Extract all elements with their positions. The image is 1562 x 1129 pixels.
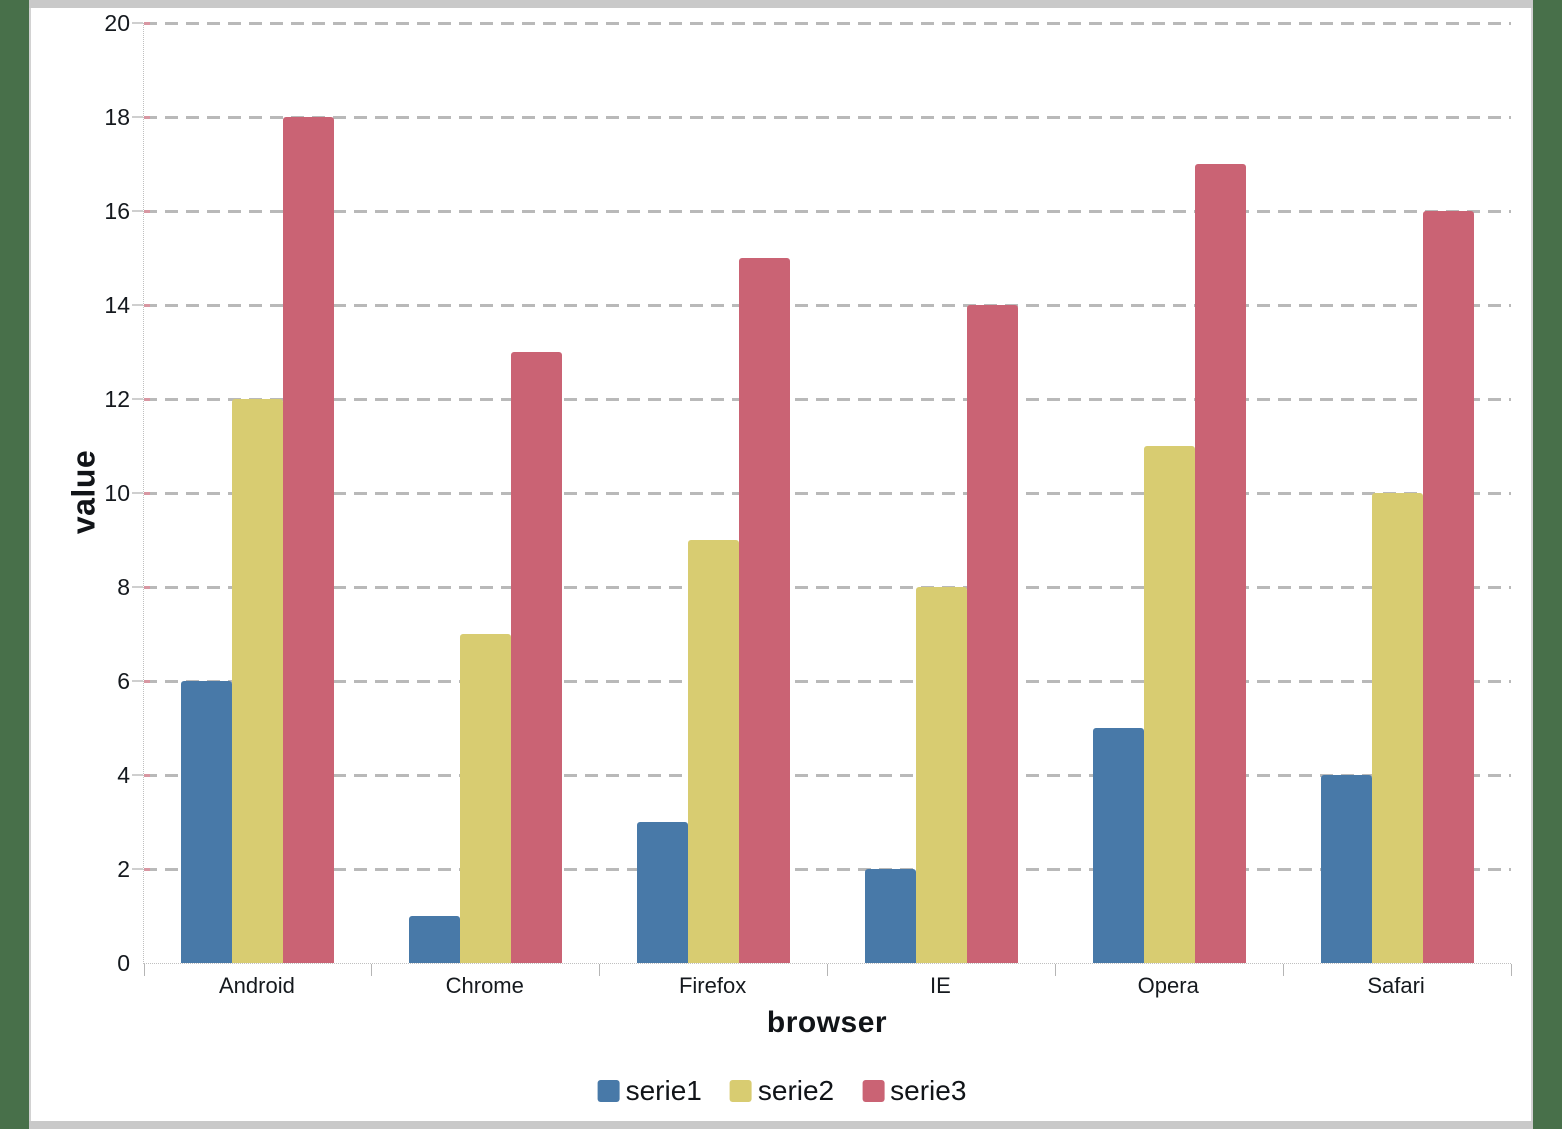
gridline-y18 [132, 115, 1511, 119]
bar-serie2-opera [1143, 446, 1195, 963]
category-label-android: Android [218, 973, 295, 998]
x-axis-tick [1282, 964, 1284, 976]
bar-serie1-chrome [409, 916, 461, 963]
y-tick-label-2: 2 [117, 856, 130, 882]
y-axis-title: value [65, 449, 102, 535]
bar-serie3-android [283, 117, 335, 963]
category-label-firefox: Firefox [678, 973, 747, 998]
category-label-safari: Safari [1367, 973, 1425, 998]
gridline-y4 [132, 773, 1511, 777]
y-tick-label-6: 6 [117, 668, 130, 694]
left-frame-strip [0, 0, 31, 1129]
legend: serie1 serie2 serie3 [597, 1075, 966, 1106]
bar-serie2-safari [1371, 493, 1423, 963]
y-tick-label-12: 12 [104, 386, 130, 412]
y-tick-label-0: 0 [117, 950, 130, 976]
bar-serie1-ie [864, 869, 916, 963]
gridline-y20 [132, 21, 1511, 25]
legend-swatch-icon [729, 1080, 752, 1102]
bar-serie2-firefox [688, 540, 740, 963]
gridline-y2 [132, 867, 1511, 871]
legend-swatch-icon [597, 1080, 620, 1102]
y-tick-label-10: 10 [104, 480, 130, 506]
legend-item-serie2: serie2 [729, 1075, 835, 1106]
x-axis-tick [827, 964, 828, 976]
bar-serie2-chrome [460, 634, 512, 963]
x-axis-tick [143, 964, 145, 976]
gridline-y12 [132, 397, 1511, 401]
bar-serie3-opera [1194, 164, 1246, 963]
y-tick-label-14: 14 [104, 292, 130, 318]
gridline-y8 [132, 585, 1511, 589]
x-axis-title: browser [766, 1006, 888, 1039]
legend-label: serie2 [757, 1075, 835, 1106]
y-tick-label-18: 18 [104, 104, 130, 130]
bar-serie1-safari [1320, 775, 1372, 963]
bar-serie2-android [232, 399, 284, 963]
right-frame-strip [1531, 0, 1562, 1129]
x-axis-tick [599, 964, 601, 976]
bar-serie3-chrome [511, 352, 563, 963]
top-frame-strip [29, 0, 1533, 8]
category-label-opera: Opera [1137, 973, 1199, 998]
gridline-y10 [132, 491, 1511, 495]
legend-item-serie1: serie1 [597, 1075, 702, 1106]
bar-serie1-opera [1092, 728, 1144, 963]
y-tick-label-8: 8 [117, 574, 130, 600]
y-tick-label-16: 16 [104, 198, 130, 224]
legend-item-serie3: serie3 [862, 1076, 966, 1106]
x-axis-tick [371, 964, 373, 976]
y-tick-label-4: 4 [117, 762, 130, 788]
legend-swatch-icon [862, 1080, 885, 1102]
bar-serie1-android [181, 681, 233, 963]
gridline-y14 [132, 303, 1511, 307]
bar-serie3-safari [1422, 211, 1474, 963]
legend-label: serie3 [890, 1075, 967, 1106]
gridline-y6 [132, 679, 1511, 683]
bar-serie3-ie [966, 305, 1018, 963]
y-tick-label-20: 20 [104, 10, 130, 36]
bar-serie3-firefox [739, 258, 791, 963]
plot-area [132, 21, 1512, 976]
bottom-frame-strip [29, 1121, 1533, 1129]
x-axis-tick [1054, 964, 1056, 976]
x-axis-tick [1510, 964, 1512, 976]
bar-serie2-ie [915, 587, 967, 963]
category-label-chrome: Chrome [445, 973, 524, 998]
legend-label: serie1 [625, 1075, 702, 1106]
bar-serie1-firefox [637, 822, 689, 963]
category-label-ie: IE [930, 973, 951, 998]
gridline-y16 [132, 209, 1511, 213]
